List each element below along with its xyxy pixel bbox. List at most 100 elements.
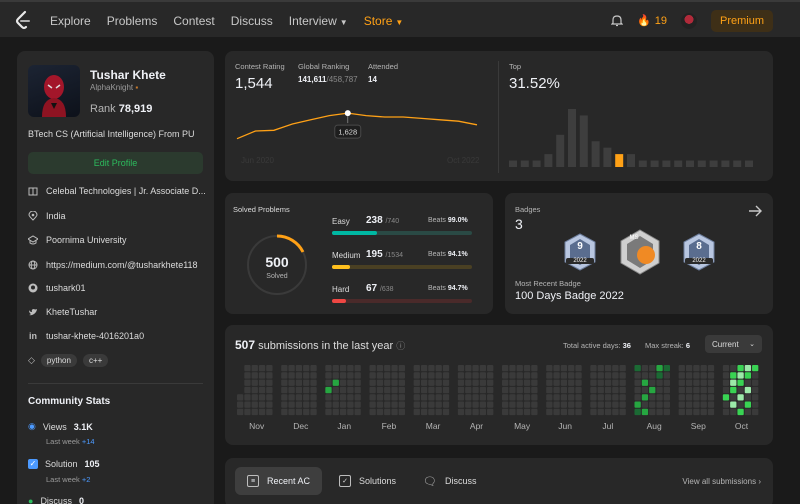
heatmap-cell xyxy=(560,408,568,416)
heatmap-cell xyxy=(251,386,258,394)
solved-total: 500 xyxy=(265,254,289,270)
nav-explore[interactable]: Explore xyxy=(50,13,91,28)
tag-cpp[interactable]: c++ xyxy=(82,354,109,367)
heatmap-cell xyxy=(295,372,303,379)
nav-right: 🔥 19 Premium xyxy=(611,2,773,39)
attended-label: Attended xyxy=(368,62,399,71)
leetcode-logo-icon[interactable] xyxy=(14,10,32,30)
tab-solutions[interactable]: ✓ Solutions xyxy=(327,467,408,495)
rating-tooltip-text: 1,628 xyxy=(338,128,357,137)
views-delta: +14 xyxy=(81,437,95,446)
heatmap-cell xyxy=(376,379,384,386)
heatmap-cell xyxy=(303,401,310,408)
heatmap-cell xyxy=(516,365,523,372)
badges-card: Badges 3 9 2022 MS 8 2022 Most Recent Ba… xyxy=(505,193,773,314)
contest-rating-card: Contest Rating 1,544 Global Ranking 141,… xyxy=(225,51,773,181)
badge-9-2022[interactable]: 9 2022 xyxy=(563,233,597,271)
medium-count: 195 /1534 xyxy=(366,249,403,260)
nav-problems[interactable]: Problems xyxy=(106,13,158,28)
heatmap-month-label: Nov xyxy=(249,421,265,431)
copy-icon[interactable]: ▪ xyxy=(135,83,139,92)
edit-profile-button[interactable]: Edit Profile xyxy=(28,152,203,174)
heatmap-cell xyxy=(663,408,670,416)
submission-heatmap[interactable] xyxy=(235,363,765,419)
heatmap-cell xyxy=(656,372,663,379)
heatmap-cell xyxy=(685,401,693,408)
year-select[interactable]: Current ⌄ xyxy=(705,335,762,353)
heatmap-cell xyxy=(398,379,405,386)
linkedin-link[interactable]: tushar-khete-4016201a0 xyxy=(46,331,145,341)
heatmap-cell xyxy=(516,394,523,401)
heatmap-cell xyxy=(700,408,707,416)
heatmap-cell xyxy=(634,379,641,386)
heatmap-cell xyxy=(678,408,685,416)
heatmap-cell xyxy=(509,372,516,379)
heatmap-cell xyxy=(509,365,516,372)
heatmap-cell xyxy=(649,379,656,386)
heatmap-cell xyxy=(722,386,730,394)
nav-store[interactable]: Store ▼ xyxy=(364,14,404,28)
nav-contest[interactable]: Contest xyxy=(173,13,215,28)
rating-line-chart[interactable]: 1,628 xyxy=(235,93,490,173)
badge-8-2022[interactable]: 8 2022 xyxy=(682,233,716,271)
heatmap-cell xyxy=(516,386,523,394)
heatmap-cell xyxy=(693,365,700,372)
histogram-bar xyxy=(697,160,706,167)
premium-button[interactable]: Premium xyxy=(710,9,773,32)
info-twitter: KheteTushar xyxy=(28,307,97,317)
heatmap-cell xyxy=(266,401,273,408)
heatmap-cell xyxy=(472,372,479,379)
rating-value: 1,544 xyxy=(235,75,273,92)
heatmap-cell xyxy=(523,401,531,408)
heatmap-cell xyxy=(641,372,649,379)
heatmap-cell xyxy=(597,379,604,386)
solution-value: 105 xyxy=(84,459,100,469)
badge-8-year: 2022 xyxy=(685,258,713,264)
nav-discuss[interactable]: Discuss xyxy=(230,13,273,28)
website-link[interactable]: https://medium.com/@tusharkhete118 xyxy=(46,260,198,270)
tab-discuss[interactable]: 🗨 Discuss xyxy=(411,467,488,495)
streak-counter[interactable]: 🔥 19 xyxy=(637,14,667,28)
heatmap-cell xyxy=(303,379,310,386)
easy-count: 238 /740 xyxy=(366,215,399,226)
max-streak-label: Max streak: xyxy=(645,341,684,350)
heatmap-cell xyxy=(457,379,465,386)
user-avatar[interactable] xyxy=(680,12,697,29)
top-percentile-histogram[interactable] xyxy=(509,105,759,169)
bell-icon[interactable] xyxy=(611,14,624,27)
submissions-label: submissions in the last year xyxy=(258,340,394,352)
badge-9-year: 2022 xyxy=(566,258,594,264)
tag-icon: ◇ xyxy=(28,355,35,365)
heatmap-cell xyxy=(479,386,487,394)
easy-beats-label: Beats xyxy=(428,217,446,224)
heatmap-cell xyxy=(597,408,604,416)
tab-recent-ac[interactable]: ≡ Recent AC xyxy=(235,467,323,495)
nav-interview[interactable]: Interview ▼ xyxy=(289,14,348,28)
chevron-right-icon: › xyxy=(758,477,761,486)
heatmap-cell xyxy=(266,372,273,379)
heatmap-cell xyxy=(435,365,442,372)
twitter-link[interactable]: KheteTushar xyxy=(46,307,98,317)
view-all-submissions-link[interactable]: View all submissions › xyxy=(682,477,761,486)
info-icon[interactable]: ⓘ xyxy=(396,341,406,351)
heatmap-cell xyxy=(649,372,656,379)
discuss-bubble-icon: 🗨 xyxy=(423,475,437,488)
heatmap-cell xyxy=(288,379,295,386)
medium-label: Medium xyxy=(332,251,361,260)
submissions-card: 507 submissions in the last year ⓘ Total… xyxy=(225,325,773,445)
heatmap-cell xyxy=(752,401,759,408)
heatmap-cell xyxy=(502,365,509,372)
tag-python[interactable]: python xyxy=(40,354,77,367)
heatmap-cell xyxy=(663,365,670,372)
heatmap-cell xyxy=(509,386,516,394)
heatmap-cell xyxy=(354,401,361,408)
badge-100-days[interactable]: MS xyxy=(619,229,661,275)
top-value: 31.52% xyxy=(509,75,560,92)
heatmap-cell xyxy=(457,394,465,401)
year-select-value: Current xyxy=(712,339,739,349)
arrow-right-icon[interactable] xyxy=(747,203,763,219)
heatmap-cell xyxy=(244,379,251,386)
heatmap-cell xyxy=(479,379,487,386)
github-link[interactable]: tushark01 xyxy=(46,283,86,293)
ranking-value: 141,611/458,787 xyxy=(298,75,358,84)
